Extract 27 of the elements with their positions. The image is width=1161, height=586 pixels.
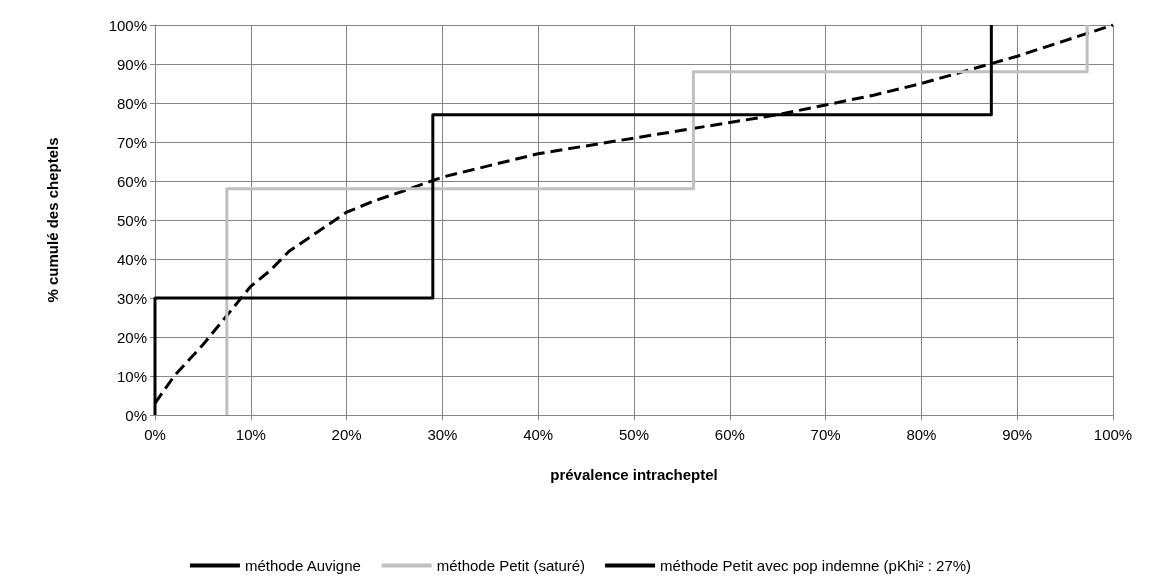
x-tick-label: 40% <box>523 426 554 443</box>
y-axis-title: % cumulé des cheptels <box>44 137 61 303</box>
x-axis-title: prévalence intracheptel <box>550 466 718 483</box>
x-tick-label: 0% <box>144 426 166 443</box>
legend-label: méthode Auvigne <box>244 557 361 574</box>
y-tick-label: 50% <box>116 211 147 229</box>
x-tick-label: 10% <box>235 426 266 443</box>
y-tick-label: 0% <box>125 406 147 424</box>
y-tick-label: 100% <box>108 16 147 34</box>
legend-label: méthode Petit (saturé) <box>436 557 586 574</box>
y-tick-label: 80% <box>116 94 147 112</box>
x-tick-label: 60% <box>714 426 745 443</box>
legend-label: méthode Petit avec pop indemne (pKhi² : 27%) <box>660 557 972 574</box>
y-tick-label: 70% <box>116 133 147 151</box>
x-tick-label: 20% <box>331 426 362 443</box>
x-tick-label: 100% <box>1093 426 1133 443</box>
y-tick-label: 20% <box>116 328 147 346</box>
y-tick-label: 30% <box>116 289 147 307</box>
y-tick-label: 90% <box>116 55 147 73</box>
y-tick-label: 10% <box>116 367 147 385</box>
x-tick-label: 90% <box>1002 426 1033 443</box>
y-tick-label: 60% <box>116 172 147 190</box>
x-tick-label: 80% <box>906 426 937 443</box>
x-tick-label: 50% <box>618 426 650 443</box>
y-tick-label: 40% <box>116 250 147 268</box>
x-tick-label: 70% <box>810 426 841 443</box>
x-tick-label: 30% <box>427 426 458 443</box>
